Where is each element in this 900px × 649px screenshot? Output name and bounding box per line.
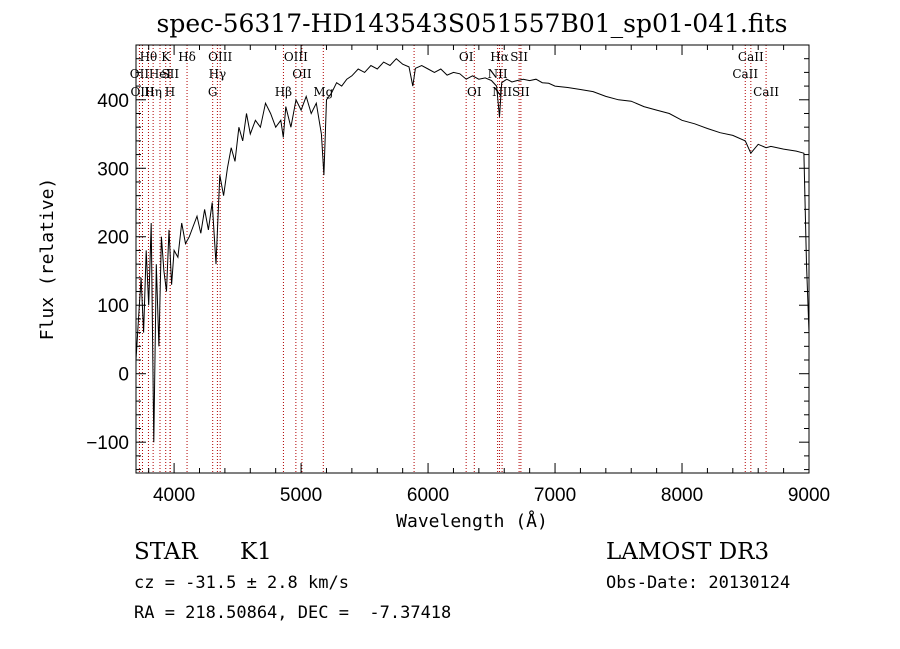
line-marker-label: OII — [292, 67, 312, 81]
y-tick-label: 100 — [97, 296, 129, 317]
y-axis-label: Flux (relative) — [37, 178, 58, 341]
line-marker-label: CaII — [753, 85, 779, 99]
axis-ticks: 4000 5000 6000 7000 8000 9000 −100 0 100 200 300 40… — [86, 45, 830, 506]
x-tick-label: 5000 — [280, 485, 322, 506]
y-tick-label: 200 — [97, 228, 129, 249]
line-marker-label: K — [161, 50, 171, 64]
object-subclass: K1 — [240, 539, 272, 565]
x-tick-label: 6000 — [407, 485, 449, 506]
y-tick-label: 0 — [118, 365, 129, 386]
line-marker-label: OI — [467, 85, 482, 99]
object-class: STAR — [134, 539, 198, 565]
line-marker-label: Hθ — [140, 50, 158, 64]
line-marker-label: OIII — [130, 85, 154, 99]
x-tick-label: 4000 — [153, 485, 195, 506]
line-marker-label: OIII — [208, 50, 232, 64]
line-marker-label: HeI — [149, 67, 172, 81]
line-marker-label: Mg — [313, 85, 333, 99]
y-tick-label: −100 — [86, 433, 129, 454]
obs-date: Obs-Date: 20130124 — [606, 573, 791, 593]
line-marker-label: Hη — [144, 85, 162, 99]
x-tick-label: 7000 — [534, 485, 576, 506]
y-tick-label: 400 — [97, 91, 129, 112]
line-marker-label: SII — [512, 85, 530, 99]
chart-title: spec-56317-HD143543S051557B01_sp01-041.f… — [157, 9, 788, 38]
y-tick-label: 300 — [97, 159, 129, 180]
line-marker-label: SII — [161, 67, 179, 81]
line-marker-label: Hδ — [178, 50, 196, 64]
coordinates-text: RA = 218.50864, DEC = -7.37418 — [134, 603, 452, 623]
x-tick-label: 9000 — [788, 485, 830, 506]
line-marker-label: Hβ — [275, 85, 292, 99]
line-marker-label: NII — [488, 67, 508, 81]
line-marker-label: SII — [510, 50, 528, 64]
line-marker-label: OIII — [284, 50, 308, 64]
line-marker-label: CaII — [732, 67, 758, 81]
x-axis-label: Wavelength (Å) — [396, 510, 548, 532]
line-marker-label: Hγ — [209, 67, 227, 81]
line-marker-label: Hα — [490, 50, 509, 64]
spectrum-line — [135, 58, 810, 443]
line-marker-label: G — [208, 85, 218, 99]
plot-frame — [135, 44, 810, 474]
line-marker-label: NII — [492, 85, 512, 99]
line-marker-label: CaII — [738, 50, 764, 64]
line-marker-label: OII — [130, 67, 150, 81]
survey-name: LAMOST DR3 — [606, 539, 770, 565]
x-tick-label: 8000 — [661, 485, 703, 506]
line-markers — [138, 45, 767, 473]
redshift-text: cz = -31.5 ± 2.8 km/s — [134, 573, 349, 593]
line-marker-label: OI — [459, 50, 474, 64]
line-marker-label: H — [165, 85, 175, 99]
